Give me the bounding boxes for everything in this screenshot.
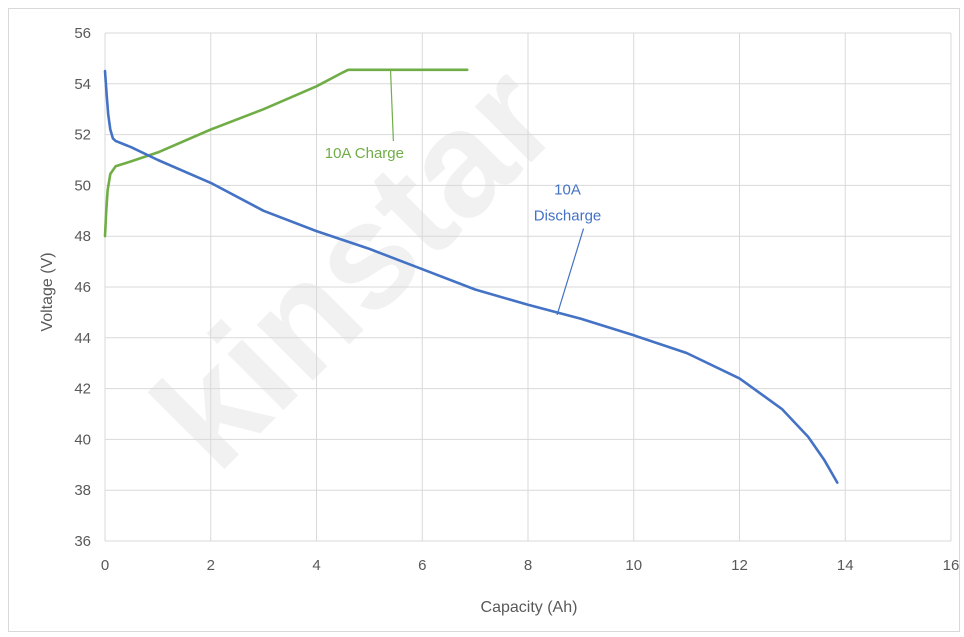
y-axis-title: Voltage (V): [39, 252, 56, 331]
x-tick-label-10: 10: [625, 557, 642, 574]
x-tick-label-0: 0: [101, 557, 109, 574]
watermark-text: kinstar: [121, 32, 588, 499]
y-tick-label-40: 40: [74, 431, 91, 448]
y-tick-label-56: 56: [74, 25, 91, 42]
series-line-charge: [103, 68, 469, 238]
y-tick-label-38: 38: [74, 482, 91, 499]
y-tick-label-44: 44: [74, 330, 91, 347]
annotations: 10A Charge 10A Discharge: [325, 69, 602, 316]
y-tick-label-46: 46: [74, 279, 91, 296]
gridlines: [104, 32, 952, 542]
y-tick-label-36: 36: [74, 533, 91, 550]
x-tick-label-12: 12: [731, 557, 748, 574]
y-tick-label-54: 54: [74, 76, 91, 93]
x-tick-label-8: 8: [524, 557, 532, 574]
x-tick-label-4: 4: [312, 557, 320, 574]
label-discharge-line-1: 10A: [554, 182, 581, 199]
leader-line-discharge: [556, 228, 585, 316]
label-charge: 10A Charge: [325, 145, 404, 162]
leader-line-charge: [389, 69, 394, 142]
y-tick-label-50: 50: [74, 177, 91, 194]
label-discharge-line-2: Discharge: [534, 208, 602, 225]
y-tick-label-52: 52: [74, 127, 91, 144]
series-line-discharge: [103, 69, 839, 484]
x-tick-label-16: 16: [943, 557, 960, 574]
x-tick-label-14: 14: [837, 557, 854, 574]
x-tick-label-2: 2: [207, 557, 215, 574]
x-axis-title: Capacity (Ah): [481, 599, 578, 616]
chart-frame: kinstar 36 38 40 42 44 46 48 50 52 54 56 0 2 4 6 8 10 12 1…: [8, 8, 960, 632]
x-tick-label-6: 6: [418, 557, 426, 574]
y-tick-label-48: 48: [74, 228, 91, 245]
series-lines: [103, 68, 839, 484]
y-tick-label-42: 42: [74, 381, 91, 398]
